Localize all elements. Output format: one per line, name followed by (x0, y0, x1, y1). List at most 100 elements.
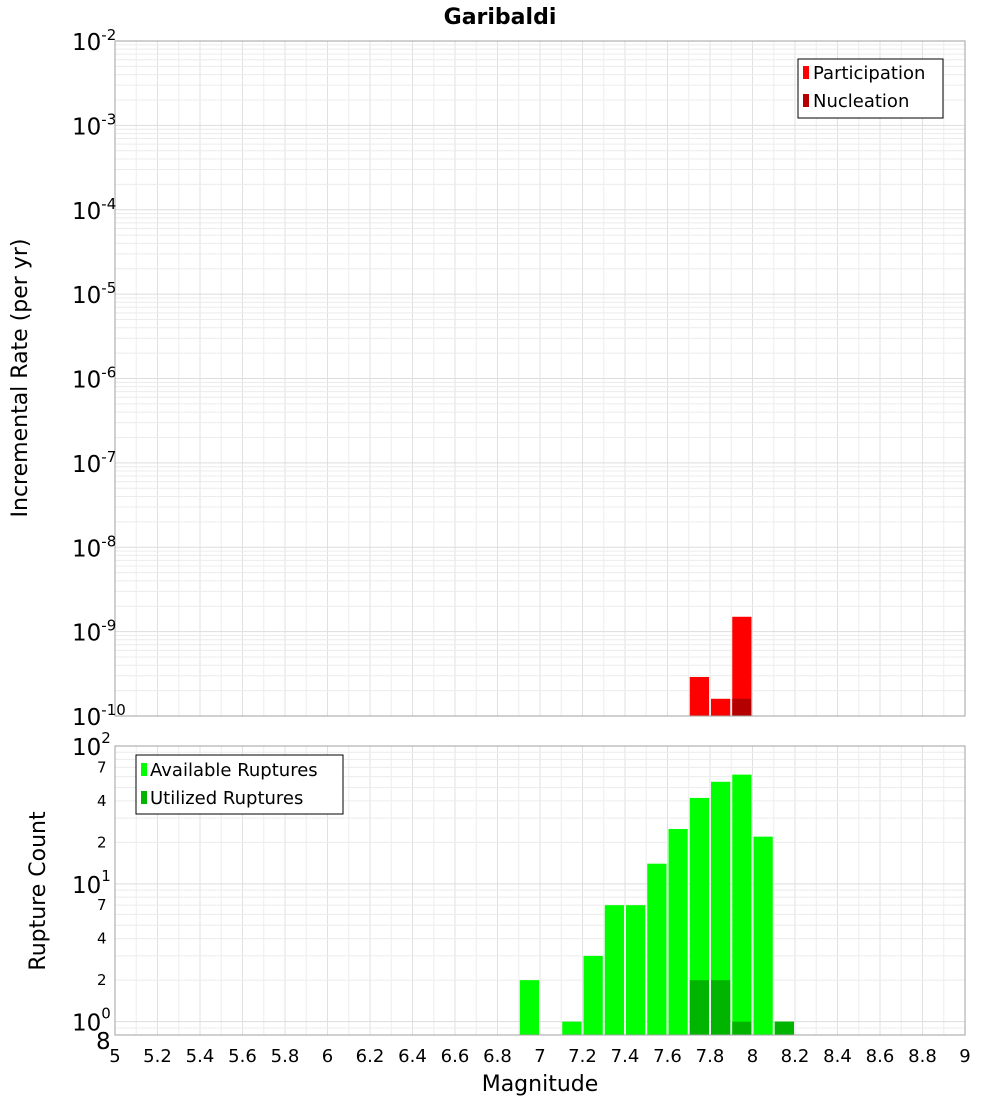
y-tick-label: 100 (72, 1005, 111, 1037)
bar-available-ruptures (689, 797, 709, 1035)
x-tick-label: 8.6 (866, 1046, 895, 1067)
x-tick-label: 5.8 (271, 1046, 300, 1067)
y-tick-label: 10-2 (72, 26, 116, 56)
y-tick-label: 10-5 (72, 279, 116, 309)
bar-available-ruptures (668, 828, 688, 1035)
bar-available-ruptures (562, 1021, 582, 1035)
y-tick-label: 10-7 (72, 448, 116, 478)
y-tick-label: 7 (97, 758, 107, 776)
x-tick-label: 7.4 (611, 1046, 640, 1067)
x-tick-label: 9 (959, 1046, 970, 1067)
y-tick-base: 10 (72, 368, 101, 394)
legend-label: Available Ruptures (150, 760, 318, 781)
y-tick-label: 10-9 (72, 617, 116, 647)
y-tick-base: 10 (72, 621, 101, 647)
y-tick-label: 2 (97, 833, 107, 851)
y-tick-exponent: 2 (101, 729, 111, 747)
bar-nucleation (732, 698, 752, 716)
y-tick-label: 4 (97, 930, 107, 948)
x-tick-label: 8 (747, 1046, 758, 1067)
x-tick-label: 6.4 (398, 1046, 427, 1067)
y-tick-label: 10-3 (72, 110, 116, 140)
legend-swatch (141, 791, 147, 804)
y-tick-exponent: -5 (101, 279, 116, 297)
y-tick-exponent: -6 (101, 364, 116, 382)
bar-participation (732, 616, 752, 716)
y-tick-label: 2 (97, 971, 107, 989)
bar-available-ruptures (753, 836, 773, 1035)
y-tick-exponent: 1 (101, 867, 111, 885)
bar-available-ruptures (732, 774, 752, 1035)
y-tick-label: 10-4 (72, 195, 116, 225)
legend-swatch (803, 66, 809, 79)
y-tick-exponent: -3 (101, 110, 116, 128)
rate-panel-frame (114, 40, 966, 717)
y-tick-exponent: 0 (101, 1005, 111, 1023)
x-tick-label: 7.8 (696, 1046, 725, 1067)
x-tick-label: 7.6 (653, 1046, 682, 1067)
legend-box (797, 58, 944, 119)
legend-swatch (141, 763, 147, 776)
y-axis-label: Incremental Rate (per yr) (8, 239, 33, 518)
bar-utilized-ruptures (732, 1021, 752, 1035)
x-tick-label: 6.2 (356, 1046, 385, 1067)
x-tick-label: 6.8 (483, 1046, 512, 1067)
x-tick-label: 8.2 (781, 1046, 810, 1067)
y-tick-base: 10 (72, 705, 101, 731)
y-tick-base: 10 (72, 1011, 101, 1037)
bar-utilized-ruptures (689, 980, 709, 1035)
bar-available-ruptures (583, 955, 603, 1035)
bar-available-ruptures (647, 863, 667, 1035)
x-tick-label: 5 (109, 1046, 120, 1067)
y-tick-base: 10 (72, 199, 101, 225)
y-tick-base: 10 (72, 452, 101, 478)
x-tick-label: 7 (534, 1046, 545, 1067)
legend-label: Nucleation (813, 91, 909, 112)
y-tick-base: 10 (72, 114, 101, 140)
y-tick-exponent: -10 (101, 701, 126, 719)
y-tick-label: 10-8 (72, 532, 116, 562)
bar-available-ruptures (604, 905, 624, 1035)
legend-swatch (803, 94, 809, 107)
y-tick-base: 10 (72, 873, 101, 899)
x-tick-label: 6 (322, 1046, 333, 1067)
x-tick-label: 5.4 (186, 1046, 215, 1067)
bar-utilized-ruptures (711, 980, 731, 1035)
y-tick-base: 10 (72, 536, 101, 562)
y-tick-label: 8 (96, 1029, 111, 1055)
x-axis-label: Magnitude (482, 1072, 599, 1097)
bar-participation (689, 676, 709, 716)
y-tick-exponent: -7 (101, 448, 116, 466)
chart-title: Garibaldi (444, 5, 557, 30)
x-tick-label: 7.2 (568, 1046, 597, 1067)
y-tick-base: 10 (72, 283, 101, 309)
x-tick-label: 5.6 (228, 1046, 257, 1067)
y-tick-label: 7 (97, 896, 107, 914)
legend-box (135, 754, 344, 815)
y-tick-exponent: -4 (101, 195, 116, 213)
y-tick-label: 101 (72, 867, 111, 899)
y-tick-exponent: -2 (101, 26, 116, 44)
legend-label: Participation (813, 63, 925, 84)
bar-available-ruptures (519, 980, 539, 1035)
bar-available-ruptures (626, 905, 646, 1035)
x-tick-label: 5.2 (143, 1046, 172, 1067)
y-tick-label: 102 (72, 729, 111, 761)
bar-participation (711, 698, 731, 716)
x-tick-label: 8.8 (908, 1046, 937, 1067)
y-tick-label: 10-6 (72, 364, 116, 394)
y-tick-label: 4 (97, 792, 107, 810)
y-tick-exponent: -9 (101, 617, 116, 635)
y-tick-base: 10 (72, 30, 101, 56)
count-panel-frame (114, 745, 966, 1036)
y-tick-label: 10-10 (72, 701, 126, 731)
y-tick-exponent: -8 (101, 532, 116, 550)
rate-panel: 10-210-310-410-510-610-710-810-910-10Inc… (8, 26, 966, 731)
y-tick-base: 10 (72, 735, 101, 761)
y-axis-label: Rupture Count (26, 811, 51, 971)
x-tick-label: 6.6 (441, 1046, 470, 1067)
bar-utilized-ruptures (774, 1021, 794, 1035)
legend-label: Utilized Ruptures (150, 788, 303, 809)
